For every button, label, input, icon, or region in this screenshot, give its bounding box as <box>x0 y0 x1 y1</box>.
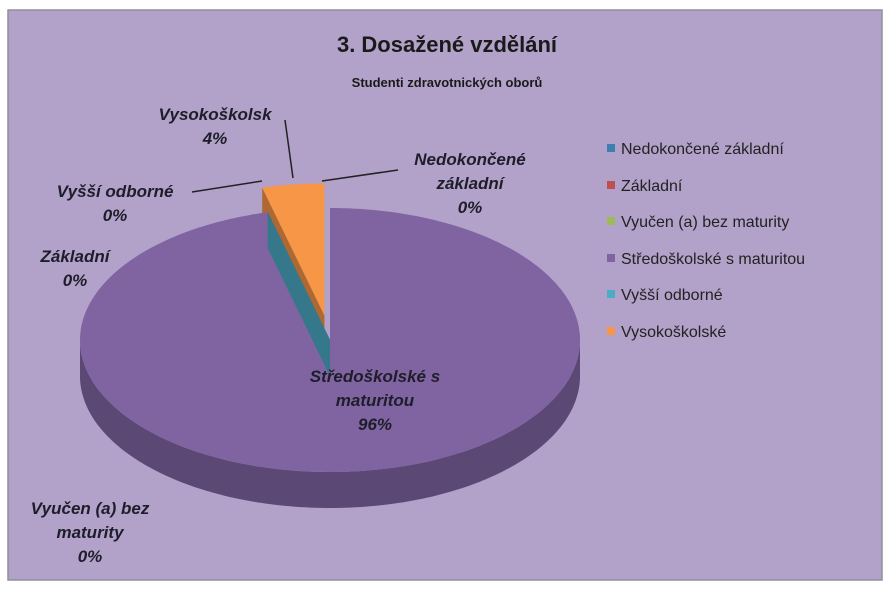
pie-side <box>80 340 580 508</box>
legend-label: Vyučen (a) bez maturity <box>621 214 790 231</box>
data-label: Vyšší odborné 0% <box>40 180 190 228</box>
data-label-name: Základní <box>40 247 110 266</box>
data-label-name: Vyšší odborné <box>56 182 174 201</box>
legend-swatch <box>607 290 615 298</box>
leader-line <box>321 169 399 182</box>
legend-label: Vysokoškolské <box>621 323 727 341</box>
leader-line <box>191 180 263 193</box>
legend-item: Vyšší odborné <box>607 287 723 305</box>
legend-item: Vyučen (a) bez maturity <box>607 214 789 232</box>
data-label-value: 0% <box>62 271 88 290</box>
legend-item: Středoškolské s maturitou <box>607 251 805 269</box>
legend-item: Základní <box>607 178 682 196</box>
data-label-value: 0% <box>102 206 128 225</box>
legend-label: Základní <box>621 177 683 195</box>
data-label-name: Vyučen (a) bez maturity <box>30 499 150 542</box>
legend-swatch <box>607 253 615 262</box>
data-label-name: Středoškolské s maturitou <box>309 367 441 410</box>
data-label-value: 0% <box>77 547 103 566</box>
pie <box>80 183 580 508</box>
leader-line <box>284 119 294 179</box>
legend-item: Vysokoškolské <box>607 324 726 342</box>
legend-label: Vyšší odborné <box>621 287 723 304</box>
pie-wall <box>267 212 330 376</box>
data-label-value: 0% <box>457 198 483 217</box>
data-label: Středoškolské s maturitou 96% <box>285 365 465 437</box>
pie-slice <box>267 212 330 340</box>
data-label: Vyučen (a) bez maturity 0% <box>5 497 175 569</box>
data-label-value: 96% <box>357 415 393 434</box>
data-label: Nedokončené základní 0% <box>395 148 545 220</box>
pie-slice <box>262 183 325 316</box>
legend-swatch <box>607 217 615 225</box>
chart-subtitle: Studenti zdravotnických oborů <box>352 75 543 90</box>
leader-lines <box>191 119 399 193</box>
legend-label: Středoškolské s maturitou <box>621 250 806 268</box>
data-label-name: Nedokončené základní <box>414 150 526 193</box>
legend-label: Nedokončené základní <box>621 141 784 158</box>
legend-swatch <box>607 326 615 335</box>
legend-item: Nedokončené základní <box>607 141 784 159</box>
data-label: Základní 0% <box>20 245 130 293</box>
legend-swatch <box>607 144 615 152</box>
chart-title: 3. Dosažené vzdělání <box>337 32 558 57</box>
legend-swatch <box>607 180 615 189</box>
data-label-value: 4% <box>202 129 228 148</box>
data-label-name: Vysokoškolsk <box>158 105 272 124</box>
data-label: Vysokoškolsk 4% <box>140 103 290 151</box>
